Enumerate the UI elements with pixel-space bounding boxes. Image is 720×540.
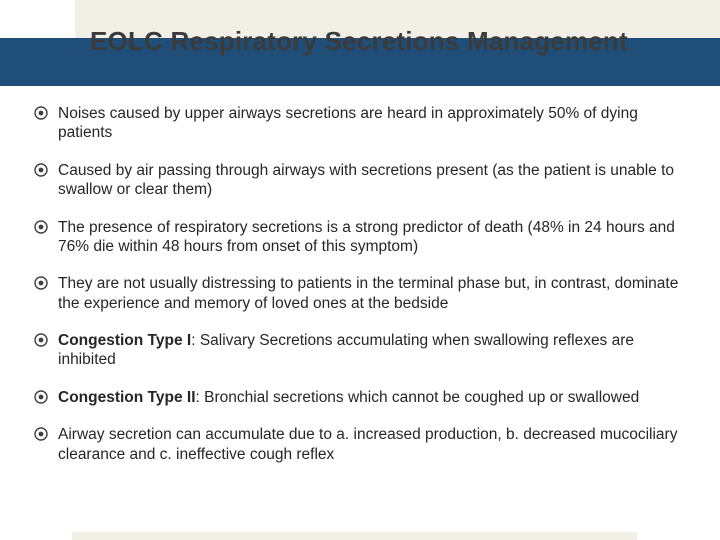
- circled-dot-icon: [34, 276, 48, 290]
- list-item-text: Caused by air passing through airways wi…: [58, 161, 690, 200]
- circled-dot-icon: [34, 106, 48, 120]
- circled-dot-icon: [34, 163, 48, 177]
- list-item: Airway secretion can accumulate due to a…: [34, 425, 690, 464]
- list-item-text: They are not usually distressing to pati…: [58, 274, 690, 313]
- list-item: Congestion Type II: Bronchial secretions…: [34, 388, 690, 407]
- list-item: Congestion Type I: Salivary Secretions a…: [34, 331, 690, 370]
- circled-dot-icon: [34, 427, 48, 441]
- list-item-text: Congestion Type II: Bronchial secretions…: [58, 388, 690, 407]
- page-title: EOLC Respiratory Secretions Management: [90, 26, 690, 57]
- list-item-text: Noises caused by upper airways secretion…: [58, 104, 690, 143]
- list-item-text: Congestion Type I: Salivary Secretions a…: [58, 331, 690, 370]
- bullet-list: Noises caused by upper airways secretion…: [34, 104, 690, 530]
- circled-dot-icon: [34, 220, 48, 234]
- top-left-white-block: [0, 0, 75, 38]
- circled-dot-icon: [34, 333, 48, 347]
- bottom-cream-strip: [72, 532, 637, 540]
- list-item-text: The presence of respiratory secretions i…: [58, 218, 690, 257]
- list-item: Noises caused by upper airways secretion…: [34, 104, 690, 143]
- list-item: Caused by air passing through airways wi…: [34, 161, 690, 200]
- list-item: They are not usually distressing to pati…: [34, 274, 690, 313]
- list-item: The presence of respiratory secretions i…: [34, 218, 690, 257]
- circled-dot-icon: [34, 390, 48, 404]
- list-item-text: Airway secretion can accumulate due to a…: [58, 425, 690, 464]
